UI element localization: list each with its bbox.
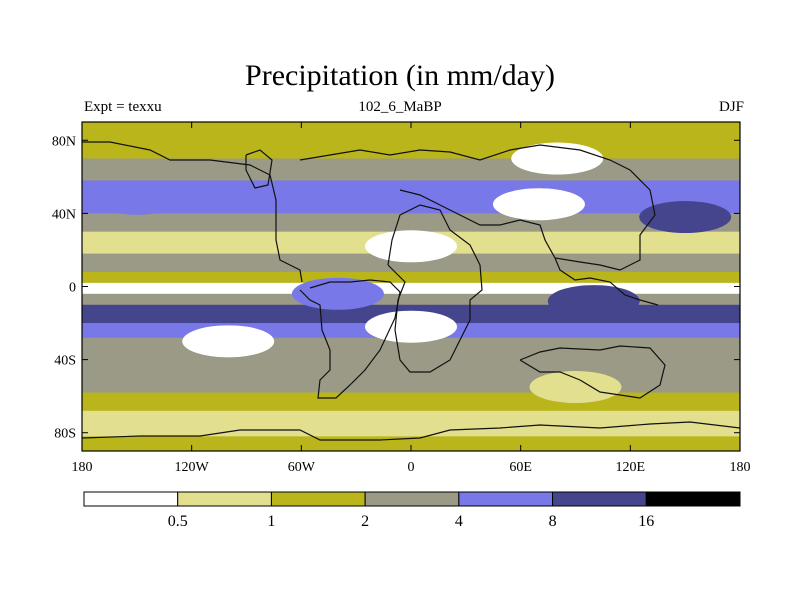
colorbar-box-6 xyxy=(645,491,741,507)
precip-band-8 xyxy=(82,282,740,295)
colorbar-label-3: 4 xyxy=(455,513,463,530)
colorbar-label-2: 2 xyxy=(361,513,369,530)
south-america-coast xyxy=(299,279,401,399)
lat-tick-label: 80N xyxy=(52,134,76,149)
africa-coast xyxy=(387,204,483,373)
lat-tick-label: 80S xyxy=(54,427,76,442)
continent-outlines xyxy=(82,141,740,441)
precip-band-15 xyxy=(82,410,740,437)
colorbar-box-1 xyxy=(177,491,272,507)
lat-tick-label: 40S xyxy=(54,354,76,369)
lat-tick-label: 0 xyxy=(69,281,76,296)
lon-tick-label: 180 xyxy=(730,460,751,475)
colorbar-label-5: 16 xyxy=(638,513,654,530)
precip-band-16 xyxy=(82,436,740,451)
greenland-coast xyxy=(245,149,273,189)
lon-tick-label: 0 xyxy=(408,460,415,475)
precip-region-indian-ocean-convergence xyxy=(547,285,640,318)
map-title: Precipitation (in mm/day) xyxy=(245,59,555,92)
experiment-label: Expt = texxu xyxy=(84,99,162,115)
lon-tick-label: 60W xyxy=(288,460,316,475)
colorbar-box-5 xyxy=(552,491,647,507)
antarctica-coast xyxy=(82,421,740,441)
australia-coast xyxy=(519,345,666,399)
precip-region-south-atlantic-dry xyxy=(365,310,457,343)
colorbar-box-3 xyxy=(364,491,460,507)
longitude-axis: 180 120W 60W 0 60E 120E 180 xyxy=(72,122,751,475)
colorbar-box-4 xyxy=(458,491,554,507)
colorbar-label-1: 1 xyxy=(267,513,275,530)
period-label: 102_6_MaBP xyxy=(358,99,442,115)
colorbar-label-4: 8 xyxy=(549,513,557,530)
lon-tick-label: 60E xyxy=(509,460,532,475)
lon-tick-label: 120W xyxy=(175,460,210,475)
precip-region-north-pacific-storm-track xyxy=(639,201,732,234)
colorbar-box-2 xyxy=(270,491,366,507)
precip-region-north-african-arid xyxy=(365,230,457,263)
season-label: DJF xyxy=(718,99,744,115)
lon-tick-label: 120E xyxy=(616,460,646,475)
colorbar-boxes xyxy=(83,491,741,507)
colorbar-label-0: 0.5 xyxy=(168,513,188,530)
precip-band-3 xyxy=(82,180,740,214)
precip-region-central-asia-dry xyxy=(492,188,585,221)
precip-region-north-atlantic-storm-track xyxy=(90,182,183,215)
colorbar-box-0 xyxy=(83,491,179,507)
precip-region-south-american-dry xyxy=(182,325,275,358)
precip-band-6 xyxy=(82,253,740,273)
colorbar-labels: 0.5 1 2 4 8 16 xyxy=(168,513,655,530)
precip-region-australian-dry xyxy=(529,371,622,404)
precip-band-7 xyxy=(82,271,740,284)
precip-band-0 xyxy=(82,122,740,145)
se-asia-coast xyxy=(554,257,659,306)
precip-band-13 xyxy=(82,359,740,394)
eurasia-coast xyxy=(299,144,656,271)
lat-tick-label: 40N xyxy=(52,207,76,222)
latitude-axis: 80N 40N 0 40S 80S xyxy=(52,134,740,442)
precipitation-field xyxy=(82,122,740,451)
precip-band-4 xyxy=(82,213,740,233)
precip-band-9 xyxy=(82,293,740,306)
lon-tick-label: 180 xyxy=(72,460,93,475)
